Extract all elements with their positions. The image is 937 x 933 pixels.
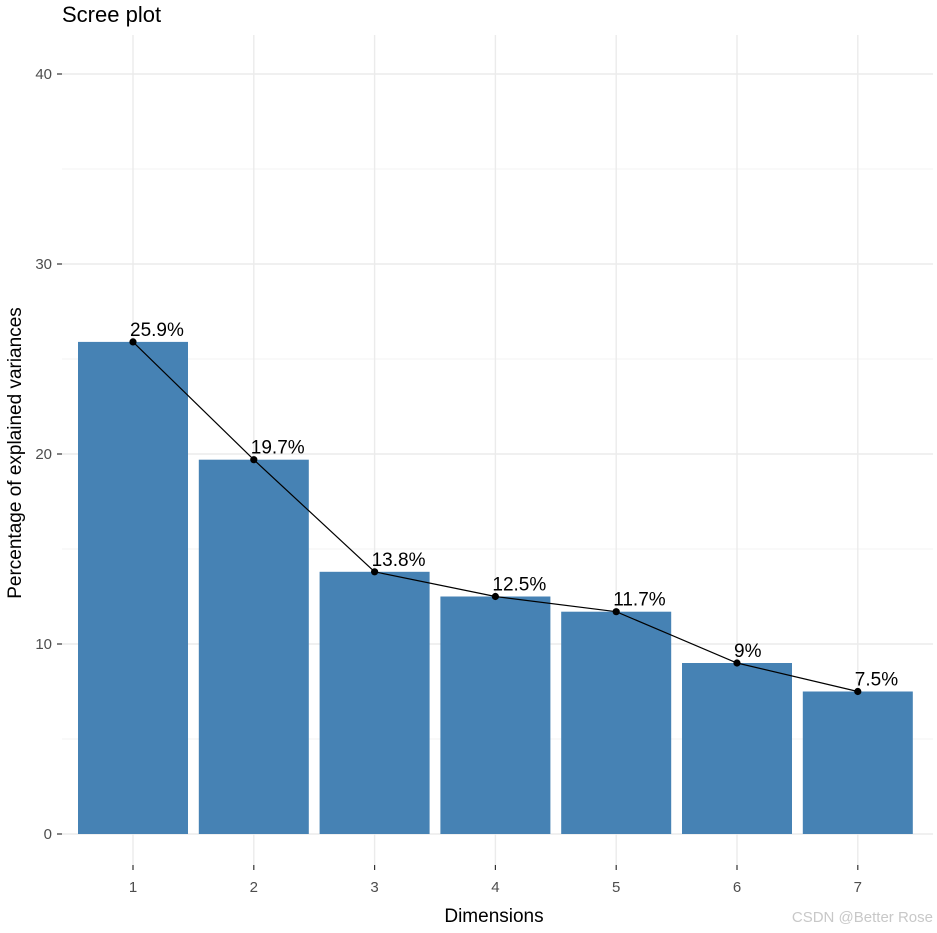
bar-dim-7 bbox=[802, 691, 913, 834]
data-label-dim-4: 12.5% bbox=[492, 575, 546, 596]
bar-dim-1 bbox=[78, 341, 188, 834]
chart-title: Scree plot bbox=[62, 2, 161, 27]
x-tick-label: 2 bbox=[250, 879, 258, 896]
y-axis-title: Percentage of explained variances bbox=[5, 307, 26, 599]
scree-point-dim-6 bbox=[733, 659, 741, 667]
y-tick-label: 10 bbox=[35, 636, 52, 653]
scree-point-dim-3 bbox=[371, 568, 379, 576]
y-tick-label: 20 bbox=[35, 446, 52, 463]
scree-point-dim-1 bbox=[129, 338, 137, 346]
data-label-dim-1: 25.9% bbox=[130, 320, 184, 341]
x-tick-label: 4 bbox=[491, 879, 499, 896]
data-label-dim-2: 19.7% bbox=[251, 438, 305, 459]
bar-dim-2 bbox=[198, 459, 309, 834]
bars-layer bbox=[78, 341, 913, 834]
scree-point-dim-4 bbox=[491, 592, 499, 601]
data-labels-layer: 25.9% 19.7% 13.8% 12.5% 11.7% 9% 7.5% bbox=[130, 320, 898, 691]
y-axis: 0 10 20 30 40 bbox=[35, 66, 62, 843]
y-tick-label: 40 bbox=[35, 66, 52, 83]
data-label-dim-6: 9% bbox=[734, 641, 762, 662]
bar-dim-3 bbox=[319, 571, 430, 834]
data-label-dim-3: 13.8% bbox=[372, 550, 426, 571]
y-tick-label: 30 bbox=[35, 256, 52, 273]
x-axis-title: Dimensions bbox=[444, 906, 543, 927]
data-label-dim-5: 11.7% bbox=[613, 590, 666, 611]
x-tick-label: 6 bbox=[733, 879, 741, 896]
bar-dim-6 bbox=[682, 663, 792, 834]
x-tick-label: 3 bbox=[370, 879, 378, 896]
bar-dim-5 bbox=[561, 611, 672, 834]
watermark-text: CSDN @Better Rose bbox=[792, 909, 933, 926]
x-axis: 1 2 3 4 5 6 7 bbox=[129, 865, 862, 896]
data-label-dim-7: 7.5% bbox=[855, 670, 898, 691]
bar-dim-4 bbox=[440, 596, 551, 834]
y-tick-label: 0 bbox=[44, 826, 52, 843]
scree-point-dim-2 bbox=[250, 456, 258, 464]
x-tick-label: 5 bbox=[612, 879, 620, 896]
scree-point-dim-7 bbox=[854, 687, 862, 696]
x-tick-label: 7 bbox=[854, 879, 862, 896]
x-tick-label: 1 bbox=[129, 879, 137, 896]
points-layer bbox=[129, 338, 862, 696]
scree-point-dim-5 bbox=[612, 608, 620, 616]
